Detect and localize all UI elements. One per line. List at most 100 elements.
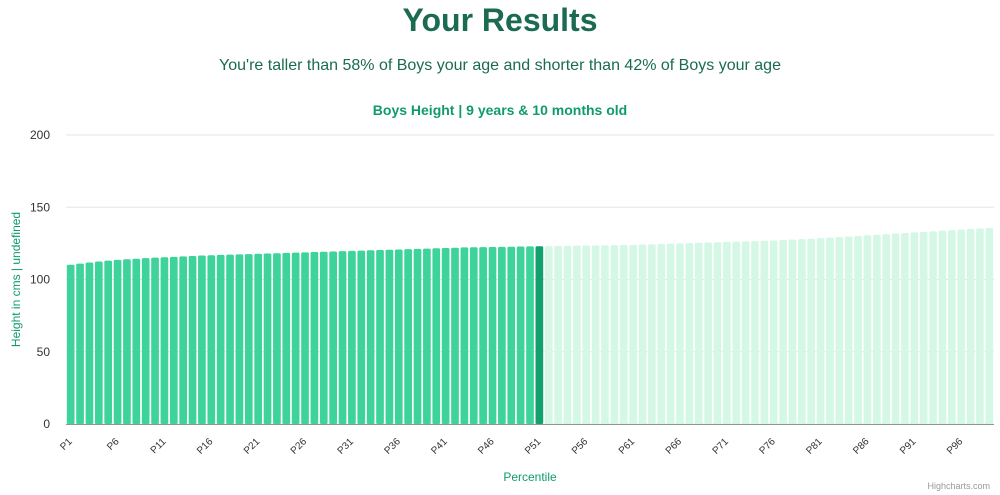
bar-p57[interactable] xyxy=(591,245,600,424)
bar-p26[interactable] xyxy=(301,252,309,424)
bar-p4[interactable] xyxy=(94,261,103,424)
bar-p20[interactable] xyxy=(244,254,253,424)
bar-p21[interactable] xyxy=(254,253,263,424)
bar-p85[interactable] xyxy=(854,235,862,424)
bar-p67[interactable] xyxy=(685,243,694,424)
bar-p44[interactable] xyxy=(469,247,478,424)
bar-p12[interactable] xyxy=(169,256,178,424)
bar-p51[interactable] xyxy=(535,246,544,424)
bar-p22[interactable] xyxy=(263,253,272,424)
bar-p14[interactable] xyxy=(188,255,197,424)
bar-p52[interactable] xyxy=(544,246,553,424)
bar-p82[interactable] xyxy=(826,237,834,424)
bar-p90[interactable] xyxy=(901,232,909,424)
bar-p96[interactable] xyxy=(957,229,966,424)
bar-p13[interactable] xyxy=(179,256,188,424)
bar-p53[interactable] xyxy=(554,245,562,424)
bar-p66[interactable] xyxy=(676,243,684,424)
bar-p87[interactable] xyxy=(872,234,881,424)
bar-p84[interactable] xyxy=(844,236,853,424)
bar-p86[interactable] xyxy=(863,235,872,424)
bar-p79[interactable] xyxy=(797,239,806,424)
bar-p23[interactable] xyxy=(273,253,281,424)
bar-p69[interactable] xyxy=(704,242,712,424)
bar-p93[interactable] xyxy=(929,231,937,424)
bar-p40[interactable] xyxy=(432,248,441,424)
bar-p49[interactable] xyxy=(516,246,525,424)
bar-p27[interactable] xyxy=(310,252,319,424)
bar-p72[interactable] xyxy=(732,241,741,424)
bar-p25[interactable] xyxy=(291,252,300,424)
bar-p29[interactable] xyxy=(329,251,337,424)
bar-p36[interactable] xyxy=(394,249,403,424)
bar-p97[interactable] xyxy=(966,228,975,424)
bar-p76[interactable] xyxy=(769,240,778,424)
bar-p73[interactable] xyxy=(741,241,750,424)
bar-p91[interactable] xyxy=(910,232,919,424)
bar-p48[interactable] xyxy=(507,246,516,424)
bar-p2[interactable] xyxy=(76,263,84,424)
bar-p59[interactable] xyxy=(610,245,619,424)
bar-p81[interactable] xyxy=(816,238,825,424)
bar-p6[interactable] xyxy=(113,259,122,424)
bar-p80[interactable] xyxy=(807,238,816,424)
bar-p68[interactable] xyxy=(694,242,703,424)
bar-p94[interactable] xyxy=(938,230,947,424)
bar-p30[interactable] xyxy=(338,251,347,424)
bar-p54[interactable] xyxy=(563,245,572,424)
bar-p62[interactable] xyxy=(638,244,647,424)
bar-p45[interactable] xyxy=(479,247,487,424)
bar-p31[interactable] xyxy=(348,250,356,424)
bar-p32[interactable] xyxy=(357,250,366,424)
bar-p75[interactable] xyxy=(760,240,769,424)
bar-p50[interactable] xyxy=(526,246,534,424)
bar-p95[interactable] xyxy=(947,230,956,424)
bar-p39[interactable] xyxy=(423,248,431,424)
bar-p89[interactable] xyxy=(891,233,900,424)
bar-p33[interactable] xyxy=(366,250,375,424)
bar-p19[interactable] xyxy=(235,254,244,424)
bar-p28[interactable] xyxy=(319,251,328,424)
bar-p92[interactable] xyxy=(919,231,928,424)
bar-p70[interactable] xyxy=(713,242,722,424)
credits-link[interactable]: Highcharts.com xyxy=(927,481,990,491)
bar-p55[interactable] xyxy=(573,245,581,424)
bar-p64[interactable] xyxy=(657,243,666,424)
bar-p63[interactable] xyxy=(648,244,656,424)
bar-p34[interactable] xyxy=(376,250,384,424)
bar-p5[interactable] xyxy=(104,260,113,424)
bar-p74[interactable] xyxy=(751,241,759,424)
bar-p77[interactable] xyxy=(779,240,787,424)
bar-p42[interactable] xyxy=(451,247,459,424)
bar-p43[interactable] xyxy=(460,247,469,424)
bar-p9[interactable] xyxy=(141,258,150,424)
bar-p35[interactable] xyxy=(385,249,394,424)
bar-p8[interactable] xyxy=(132,258,141,424)
bar-p60[interactable] xyxy=(619,244,628,424)
bar-p17[interactable] xyxy=(216,254,225,424)
bar-p1[interactable] xyxy=(66,264,75,424)
bar-p47[interactable] xyxy=(498,246,506,424)
bar-p98[interactable] xyxy=(976,228,984,424)
bar-p46[interactable] xyxy=(488,246,497,424)
bar-p56[interactable] xyxy=(582,245,591,424)
bar-p99[interactable] xyxy=(985,228,994,424)
bar-p18[interactable] xyxy=(226,254,234,424)
bar-p16[interactable] xyxy=(207,255,216,424)
bar-p78[interactable] xyxy=(788,239,797,424)
bar-p24[interactable] xyxy=(282,252,291,424)
bar-p88[interactable] xyxy=(882,234,891,424)
bar-p71[interactable] xyxy=(723,241,731,424)
bar-p15[interactable] xyxy=(198,255,206,424)
bar-p38[interactable] xyxy=(413,248,422,424)
bar-p83[interactable] xyxy=(835,237,844,424)
bar-p10[interactable] xyxy=(151,257,159,424)
bar-p7[interactable] xyxy=(123,259,131,424)
bar-p3[interactable] xyxy=(85,262,94,424)
bar-p41[interactable] xyxy=(441,247,450,424)
bar-p61[interactable] xyxy=(629,244,637,424)
bar-p37[interactable] xyxy=(404,249,412,424)
bar-p58[interactable] xyxy=(601,245,609,424)
bar-p11[interactable] xyxy=(160,257,169,424)
bar-p65[interactable] xyxy=(666,243,675,424)
